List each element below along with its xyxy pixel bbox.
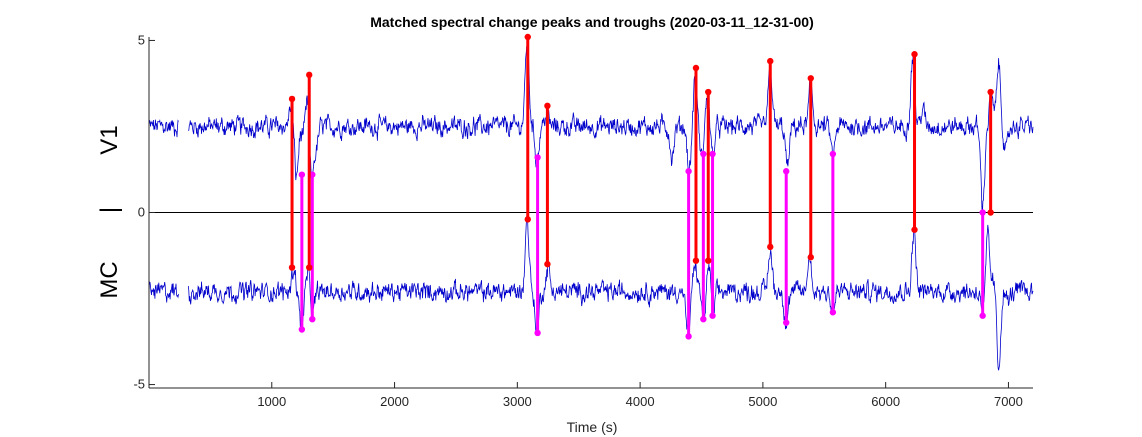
v1-peak-link-marker-mc-7 — [807, 254, 814, 261]
y-label-v1: V1 — [96, 125, 123, 154]
v1-peak-link-marker-mc-0 — [288, 264, 296, 271]
x-tick-label-2: 3000 — [503, 394, 532, 409]
mc-trough-link-marker-mc-8 — [979, 312, 986, 319]
mc-trough-link-marker-mc-1 — [309, 315, 316, 323]
v1-peak-link-marker-v1-5 — [705, 88, 712, 96]
mc-trough-link-marker-mc-4 — [700, 315, 707, 323]
links-layer — [288, 33, 994, 340]
mc-trough-link-marker-v1-8 — [979, 209, 986, 216]
mc-trough-link-marker-mc-0 — [298, 326, 306, 333]
mc-trough-link-marker-mc-7 — [829, 309, 837, 316]
v1-peak-link-marker-mc-8 — [911, 226, 918, 233]
traces-layer — [148, 40, 1034, 371]
v1-peak-link-marker-mc-6 — [767, 243, 774, 251]
v1-peak-link-marker-v1-3 — [544, 102, 551, 110]
v1-peak-link-marker-mc-3 — [544, 260, 551, 268]
v1-peak-link-marker-mc-9 — [987, 209, 994, 216]
x-tick-label-5: 6000 — [871, 394, 900, 409]
v1-peak-link-marker-v1-4 — [692, 64, 700, 72]
v1-peak-link-marker-v1-2 — [524, 33, 531, 41]
v1-peak-link-marker-v1-6 — [767, 57, 774, 65]
v1-peak-link-marker-v1-1 — [306, 71, 313, 79]
plot-area — [148, 33, 1034, 371]
v1-peak-link-marker-v1-9 — [987, 88, 994, 96]
v1-peak-link-marker-mc-2 — [524, 216, 531, 223]
mc-trough-link-marker-v1-5 — [709, 150, 716, 158]
x-tick-label-1: 2000 — [380, 394, 409, 409]
mc-trough-link-marker-v1-6 — [783, 168, 790, 175]
y-tick-label-2: 5 — [138, 32, 145, 47]
y-tick-label-0: -5 — [133, 377, 145, 392]
x-tick-label-6: 7000 — [994, 394, 1023, 409]
x-tick-label-3: 4000 — [626, 394, 655, 409]
trace-v1 — [148, 40, 1034, 214]
v1-peak-link-marker-mc-4 — [692, 257, 700, 264]
v1-peak-link-marker-v1-0 — [288, 95, 296, 103]
x-axis-label: Time (s) — [567, 419, 618, 435]
axes-layer: 1000 2000 3000 4000 5000 6000 7000 -5 0 5 — [133, 32, 1033, 409]
v1-peak-link-marker-mc-5 — [705, 257, 712, 264]
trace-mc — [148, 216, 1034, 371]
mc-trough-link-marker-mc-5 — [709, 312, 716, 319]
v1-peak-link-marker-v1-7 — [807, 75, 814, 82]
mc-trough-link-marker-v1-7 — [829, 150, 837, 158]
y-label-separator: | — [96, 207, 123, 213]
mc-trough-link-marker-mc-6 — [783, 319, 790, 326]
chart-title: Matched spectral change peaks and trough… — [370, 14, 814, 30]
mc-trough-link-marker-v1-2 — [534, 154, 541, 161]
y-axis-label: MC | V1 — [96, 125, 123, 298]
mc-trough-link-marker-v1-4 — [700, 150, 707, 158]
y-tick-label-1: 0 — [138, 205, 145, 220]
x-tick-label-0: 1000 — [257, 394, 286, 409]
mc-trough-link-marker-mc-2 — [534, 329, 541, 337]
v1-peak-link-marker-v1-8 — [911, 51, 918, 58]
v1-peak-link-marker-mc-1 — [306, 264, 313, 271]
mc-trough-link-marker-v1-0 — [298, 171, 306, 178]
mc-trough-link-marker-mc-3 — [685, 333, 692, 340]
y-label-mc: MC — [96, 261, 123, 298]
mc-trough-link-marker-v1-3 — [685, 168, 692, 175]
x-tick-label-4: 5000 — [748, 394, 777, 409]
